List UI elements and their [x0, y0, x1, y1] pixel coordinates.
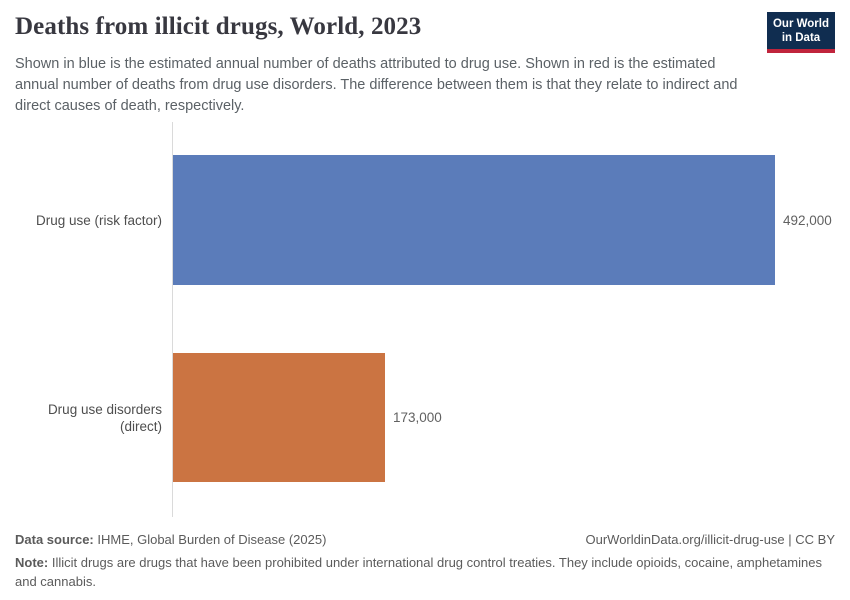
bar-row-drug-use: Drug use (risk factor) 492,000	[15, 155, 835, 285]
bar-drug-use[interactable]	[173, 155, 775, 285]
chart-subtitle: Shown in blue is the estimated annual nu…	[15, 56, 738, 114]
bar-row-drug-use-disorders: Drug use disorders (direct) 173,000	[15, 353, 835, 482]
owid-logo-text-line1: Our World	[772, 18, 829, 30]
bar-chart: Drug use (risk factor) 492,000 Drug use …	[15, 122, 835, 517]
page-title: Deaths from illicit drugs, World, 2023	[15, 13, 422, 40]
citation-link[interactable]: OurWorldinData.org/illicit-drug-use | CC…	[585, 532, 836, 547]
category-label-drug-use: Drug use (risk factor)	[35, 212, 162, 228]
category-label-drug-use-disorders: Drug use disorders (direct)	[47, 401, 162, 434]
note-text: Note: Illicit drugs are drugs that have …	[15, 553, 835, 591]
bar-drug-use-disorders[interactable]	[173, 353, 385, 482]
data-source-label: Data source:	[15, 532, 94, 547]
footer: Data source: IHME, Global Burden of Dise…	[15, 530, 835, 591]
data-source-text: Data source: IHME, Global Burden of Dise…	[15, 530, 326, 549]
owid-logo-text-line2: in Data	[781, 32, 821, 44]
note-label: Note:	[15, 555, 49, 570]
footer-source-row: Data source: IHME, Global Burden of Dise…	[15, 530, 835, 549]
y-axis-line	[172, 122, 173, 517]
note-value: Illicit drugs are drugs that have been p…	[15, 555, 822, 589]
data-source-value: IHME, Global Burden of Disease (2025)	[93, 532, 327, 547]
value-label-drug-use: 492,000	[783, 212, 832, 228]
value-label-drug-use-disorders: 173,000	[393, 410, 442, 425]
owid-logo[interactable]: Our World in Data	[767, 12, 835, 53]
